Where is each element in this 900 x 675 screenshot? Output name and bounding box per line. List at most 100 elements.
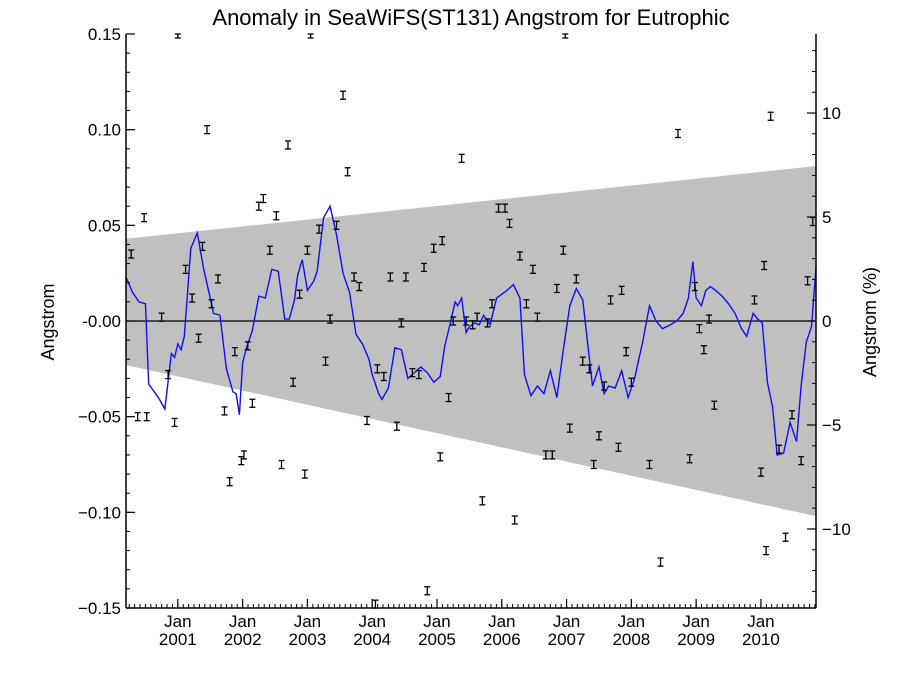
errorbar-point	[573, 274, 580, 284]
errorbar-point	[458, 153, 465, 164]
errorbar-point	[696, 324, 703, 334]
y-tick-label: 0.05	[88, 216, 121, 235]
chart-title: Anomaly in SeaWiFS(ST131) Angstrom for E…	[212, 5, 729, 30]
errorbar-point	[260, 193, 267, 204]
errorbar-point	[231, 346, 238, 357]
errorbar-point	[182, 264, 189, 274]
errorbar-point	[165, 369, 172, 380]
errorbar-point	[789, 410, 796, 420]
errorbar-point	[266, 245, 273, 255]
errorbar-point	[595, 431, 602, 441]
errorbar-point	[782, 532, 789, 542]
x-tick-label: Jan	[294, 612, 321, 631]
errorbar-point	[284, 140, 291, 150]
errorbar-point	[322, 356, 329, 366]
errorbar-point	[356, 281, 363, 292]
errorbar-point	[711, 400, 718, 410]
errorbar-point	[402, 272, 409, 282]
errorbar-point	[244, 341, 251, 351]
errorbar-point	[463, 316, 470, 326]
x-tick-year-label: 2006	[483, 630, 521, 649]
errorbar-point	[700, 345, 707, 355]
y-axis-label: Angstrom	[38, 283, 58, 360]
anomaly-line-series	[125, 204, 817, 456]
errorbar-point	[590, 459, 597, 470]
errorbar-point	[506, 218, 513, 229]
errorbar-point	[128, 249, 135, 259]
errorbar-point	[549, 450, 556, 460]
x-tick-label: Jan	[488, 612, 515, 631]
errorbar-point	[798, 456, 805, 466]
y-tick-label: 0.10	[88, 121, 121, 140]
errorbar-point	[208, 299, 215, 309]
errorbar-point	[484, 318, 491, 328]
errorbar-point	[195, 333, 202, 343]
errorbar-point	[374, 364, 381, 374]
y-tick-label: 0.15	[88, 25, 121, 44]
errorbar-point	[255, 201, 262, 211]
x-tick-label: Jan	[164, 612, 191, 631]
errorbar-point	[579, 356, 586, 366]
errorbar-point	[134, 412, 141, 422]
errorbar-point	[553, 283, 560, 294]
errorbar-point	[344, 167, 351, 177]
errorbar-point	[430, 243, 437, 253]
errorbar-point	[351, 272, 358, 282]
x-tick-label: Jan	[423, 612, 450, 631]
errorbar-point	[273, 211, 280, 221]
x-tick-label: Jan	[747, 612, 774, 631]
x-tick-year-label: 2009	[677, 630, 715, 649]
x-tick-year-label: 2010	[742, 630, 780, 649]
errorbar-point	[474, 312, 481, 322]
errorbar-point	[174, 33, 181, 39]
errorbar-point	[437, 452, 444, 462]
errorbar-point	[529, 264, 536, 274]
x-tick-label: Jan	[553, 612, 580, 631]
errorbar-point	[327, 314, 334, 324]
y-right-tick-label: −10	[822, 520, 851, 539]
y-right-tick-label: 10	[822, 104, 841, 123]
errorbar-point	[158, 312, 165, 322]
errorbar-point	[450, 316, 457, 326]
errorbar-point	[534, 312, 541, 322]
errorbar-point	[364, 415, 371, 426]
errorbar-point	[489, 299, 496, 309]
x-tick-year-label: 2007	[548, 630, 586, 649]
errorbar-point	[646, 459, 653, 470]
x-tick-year-label: 2003	[288, 630, 326, 649]
errorbar-point	[296, 289, 303, 299]
plot-area: 0.15 0.10 0.05 -0.00 −0.05 −0.10 −0.15 10 5 0 −5 −1…	[78, 25, 851, 649]
errorbar-point	[141, 213, 148, 223]
errorbar-point	[757, 467, 764, 477]
y-right-tick-label: 5	[822, 208, 831, 227]
x-tick-year-label: 2004	[353, 630, 391, 649]
errorbar-point	[240, 450, 247, 460]
y-tick-label: −0.15	[78, 599, 121, 618]
x-tick-year-label: 2002	[224, 630, 262, 649]
y-axis-right-label: Angstrom (%)	[860, 267, 880, 377]
errorbar-point	[304, 245, 311, 255]
errorbar-point	[316, 224, 323, 234]
errorbar-point	[415, 369, 422, 380]
errorbar-point	[226, 477, 233, 487]
errorbar-point	[398, 318, 405, 328]
errorbar-point	[804, 276, 811, 286]
errorbar-point	[290, 377, 297, 387]
errorbar-point	[601, 381, 608, 391]
errorbar-point	[623, 346, 630, 357]
errorbar-point	[203, 125, 210, 135]
errorbar-point	[340, 90, 347, 100]
errorbar-point	[189, 293, 196, 303]
monthly-errorbar-series	[128, 33, 816, 609]
errorbar-point	[278, 459, 285, 470]
errorbar-point	[424, 586, 431, 596]
x-tick-label: Jan	[229, 612, 256, 631]
errorbar-point	[675, 128, 681, 139]
errorbar-point	[657, 557, 664, 567]
errorbar-point	[495, 203, 502, 213]
errorbar-point	[143, 412, 150, 422]
errorbar-point	[523, 299, 530, 309]
errorbar-point	[215, 274, 221, 284]
x-tick-label: Jan	[682, 612, 709, 631]
